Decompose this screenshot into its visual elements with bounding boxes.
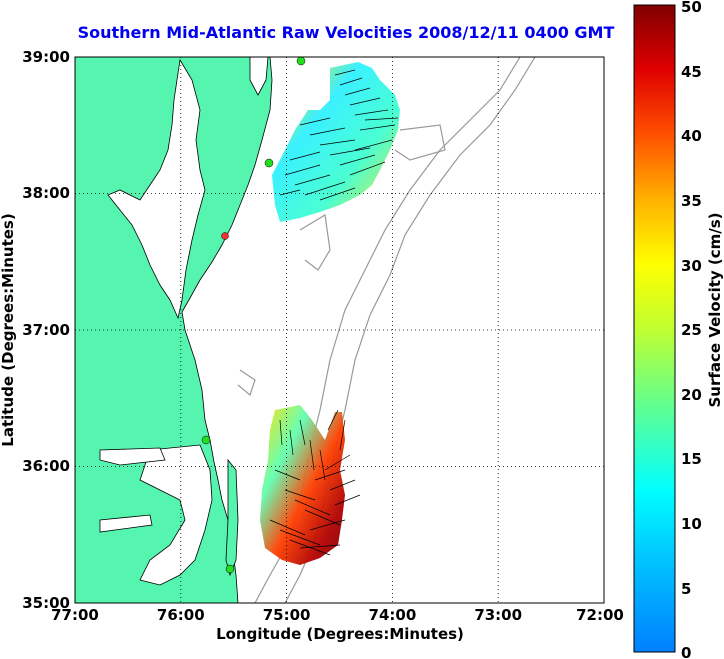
pamlico-sound <box>139 444 213 586</box>
x-tick-label: 74:00 <box>369 606 417 624</box>
y-tick-label: 37:00 <box>22 321 70 339</box>
colorbar-tick-label: 0 <box>681 644 691 659</box>
y-axis-label: Latitude (Degrees:Minutes) <box>0 213 17 446</box>
colorbar-tick-label: 20 <box>681 386 702 404</box>
colorbar-tick-label: 30 <box>681 257 702 275</box>
y-tick-label: 39:00 <box>22 48 70 66</box>
colorbar-tick-label: 5 <box>681 580 691 598</box>
delaware-bay <box>249 57 269 96</box>
albemarle-sound <box>99 447 166 466</box>
station-marker <box>201 435 211 445</box>
colorbar-label: Surface Velocity (cm/s) <box>706 212 724 407</box>
colorbar-tick-label: 25 <box>681 321 702 339</box>
river-inlet <box>99 514 153 533</box>
colorbar-tick-label: 15 <box>681 450 702 468</box>
x-axis-ticks: 77:00 76:00 75:00 74:00 73:00 72:00 <box>51 606 624 624</box>
station-marker <box>264 158 274 168</box>
south-velocity-field <box>260 405 345 565</box>
grid-lines <box>75 57 604 603</box>
y-axis-ticks: 39:00 38:00 37:00 36:00 35:00 <box>22 48 70 612</box>
south-velocity-vectors <box>269 409 361 556</box>
x-tick-label: 73:00 <box>474 606 522 624</box>
colorbar-tick-label: 10 <box>681 515 702 533</box>
north-velocity-vectors <box>279 69 399 201</box>
station-marker <box>221 232 229 240</box>
colorbar-tick-label: 45 <box>681 63 702 81</box>
station-marker <box>296 57 306 66</box>
y-tick-label: 35:00 <box>22 594 70 612</box>
plot-area <box>75 57 604 603</box>
colorbar <box>633 4 676 653</box>
x-tick-label: 76:00 <box>157 606 205 624</box>
plot-frame <box>74 56 605 604</box>
y-tick-label: 36:00 <box>22 457 70 475</box>
x-axis-label: Longitude (Degrees:Minutes) <box>216 625 464 643</box>
x-tick-label: 75:00 <box>263 606 311 624</box>
colorbar-ticks: 50 45 40 35 30 25 20 15 10 5 0 <box>681 0 702 659</box>
x-tick-label: 72:00 <box>576 606 624 624</box>
colorbar-tick-label: 35 <box>681 192 702 210</box>
y-tick-label: 38:00 <box>22 184 70 202</box>
chart-title: Southern Mid-Atlantic Raw Velocities 200… <box>78 23 615 42</box>
colorbar-tick-label: 40 <box>681 127 702 145</box>
north-velocity-field <box>272 62 400 222</box>
barrier-islands <box>225 458 239 577</box>
station-marker <box>225 564 235 574</box>
colorbar-tick-label: 50 <box>681 0 702 16</box>
x-tick-label: 77:00 <box>51 606 99 624</box>
